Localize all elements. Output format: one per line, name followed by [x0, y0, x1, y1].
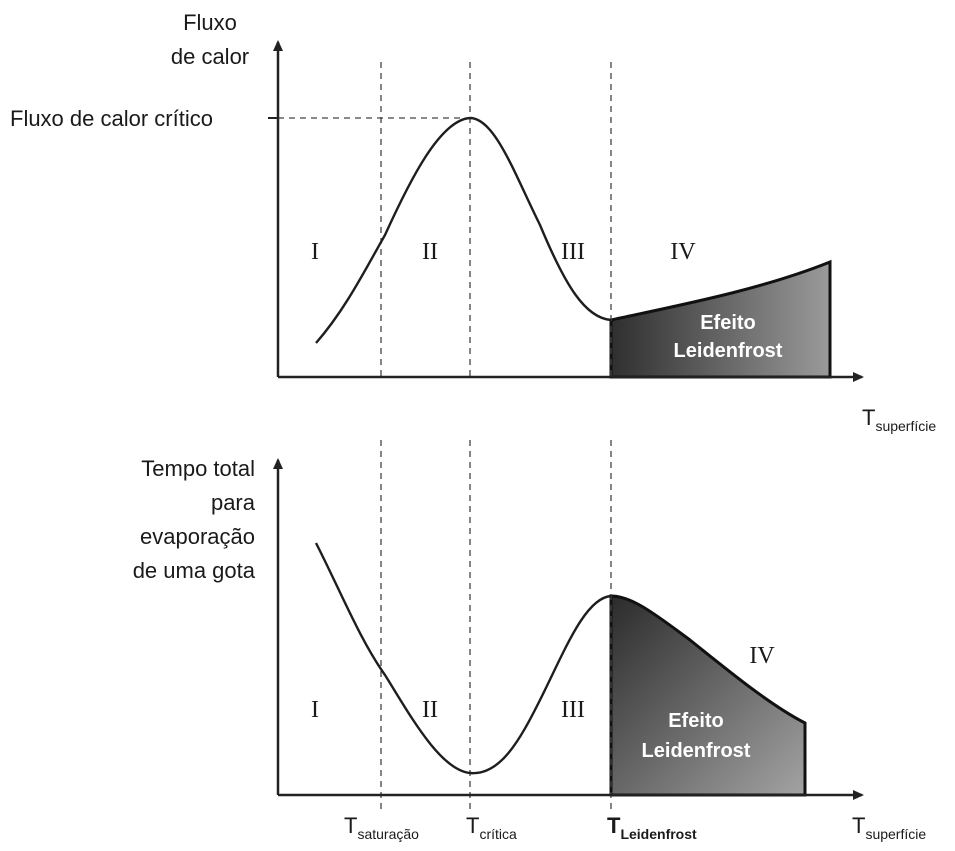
top-region-1: I: [311, 239, 319, 265]
t-saturacao-label: Tsaturação: [344, 813, 419, 842]
bottom-region-2: II: [422, 697, 438, 723]
bottom-effect-label-line-1: Efeito: [668, 710, 724, 732]
top-effect-label-line-2: Leidenfrost: [674, 340, 783, 362]
t-critica-label: Tcrítica: [466, 813, 517, 842]
bottom-region-1: I: [311, 697, 319, 723]
t-leidenfrost-label: TLeidenfrost: [607, 813, 697, 842]
top-effect-label-line-1: Efeito: [700, 312, 756, 334]
bottom-x-axis-label: Tsuperfície: [852, 813, 926, 842]
top-y-label-line-2: de calor: [171, 44, 249, 69]
top-panel: Fluxo de calor Fluxo de calor crítico I …: [10, 10, 936, 434]
bottom-y-label-line-4: de uma gota: [133, 558, 256, 583]
bottom-y-label-line-3: evaporação: [140, 524, 255, 549]
bottom-effect-label-line-2: Leidenfrost: [642, 740, 751, 762]
bottom-panel: Tempo total para evaporação de uma gota …: [133, 440, 926, 842]
critical-flux-label: Fluxo de calor crítico: [10, 106, 213, 131]
top-y-label-line-1: Fluxo: [183, 10, 237, 35]
bottom-evaporation-curve: [314, 542, 612, 775]
top-region-3: III: [561, 239, 585, 265]
bottom-y-label-line-1: Tempo total: [141, 456, 255, 481]
bottom-region-3: III: [561, 697, 585, 723]
top-region-4: IV: [670, 239, 696, 265]
top-region-2: II: [422, 239, 438, 265]
bottom-leidenfrost-region: [609, 594, 807, 797]
bottom-region-4: IV: [749, 643, 775, 669]
top-x-axis-label: Tsuperfície: [862, 405, 936, 434]
top-leidenfrost-region: [609, 259, 832, 379]
bottom-y-label-line-2: para: [211, 490, 256, 515]
top-boiling-curve: [315, 116, 612, 344]
